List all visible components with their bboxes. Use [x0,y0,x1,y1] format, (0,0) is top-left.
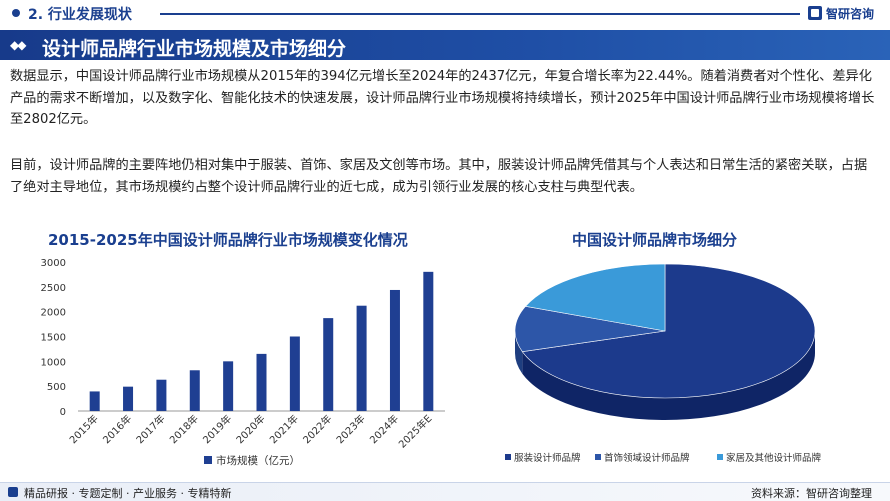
bar-chart-title: 2015-2025年中国设计师品牌行业市场规模变化情况 [48,231,408,249]
x-tick-label: 2025年E [396,412,435,451]
x-tick-label: 2019年 [200,412,234,446]
section-label: 2. 行业发展现状 [28,7,132,23]
top-bar: 2. 行业发展现状 智研咨询 [0,0,890,26]
x-tick-label: 2015年 [67,412,101,446]
pie-slice [514,306,666,353]
bar [256,353,267,411]
x-tick-label: 2020年 [233,412,267,446]
x-tick-label: 2021年 [267,412,301,446]
pie-slice [521,263,816,399]
bar [156,379,167,411]
legend-swatch [204,456,212,464]
data-source: 资料来源：智研咨询整理 [751,487,872,500]
pie-chart: 服装设计师品牌 首饰领域设计师品牌 家居及其他设计师品牌 [505,263,822,464]
brand-name: 智研咨询 [826,6,875,21]
legend-label: 首饰领域设计师品牌 [604,452,690,464]
y-tick-label: 3000 [41,258,66,269]
footer-logo-icon [8,487,18,497]
x-tick-label: 2024年 [367,412,401,446]
legend-label: 家居及其他设计师品牌 [726,452,822,464]
x-tick-label: 2018年 [167,412,201,446]
x-tick-label: 2022年 [300,412,334,446]
brand-logo: 智研咨询 [808,3,874,23]
footer-slogan: 精品研报 · 专题定制 · 产业服务 · 专精特新 [24,487,232,500]
brand-logo-icon [808,6,822,20]
y-tick-label: 2500 [41,283,66,294]
bullet-icon [12,9,20,17]
bar [223,361,234,411]
footer: 精品研报 · 专题定制 · 产业服务 · 专精特新 资料来源：智研咨询整理 [0,482,890,501]
pie-slice-side [522,331,815,420]
legend-label: 服装设计师品牌 [514,452,581,464]
paragraph-1: 数据显示，中国设计师品牌行业市场规模从2015年的394亿元增长至2024年的2… [10,69,875,127]
bar [389,289,400,411]
x-tick-label: 2016年 [100,412,134,446]
bar [423,271,434,411]
bar [356,305,367,411]
pie-slice [524,263,666,332]
y-tick-label: 1000 [41,357,66,368]
diamond-icon: ◆◆ [10,38,27,52]
legend-label: 市场规模（亿元） [216,454,300,467]
header-rule [160,13,800,15]
legend-swatch [595,454,601,460]
paragraph-2: 目前，设计师品牌的主要阵地仍相对集中于服装、首饰、家居及文创等市场。其中，服装设… [10,158,868,195]
bar [189,370,200,411]
y-tick-label: 1500 [41,333,66,344]
pie-chart-title: 中国设计师品牌市场细分 [572,231,738,249]
bar [289,336,300,411]
bar [323,318,334,411]
page-title: 设计师品牌行业市场规模及市场细分 [42,38,347,60]
legend-swatch [505,454,511,460]
title-bar: ◆◆ 设计师品牌行业市场规模及市场细分 [0,30,890,60]
x-tick-label: 2023年 [333,412,367,446]
legend-swatch [717,454,723,460]
x-tick-label: 2017年 [133,412,167,446]
y-tick-label: 2000 [41,308,66,319]
bar [123,386,134,411]
bar [89,391,100,411]
y-tick-label: 500 [47,382,66,393]
y-tick-label: 0 [60,407,66,418]
